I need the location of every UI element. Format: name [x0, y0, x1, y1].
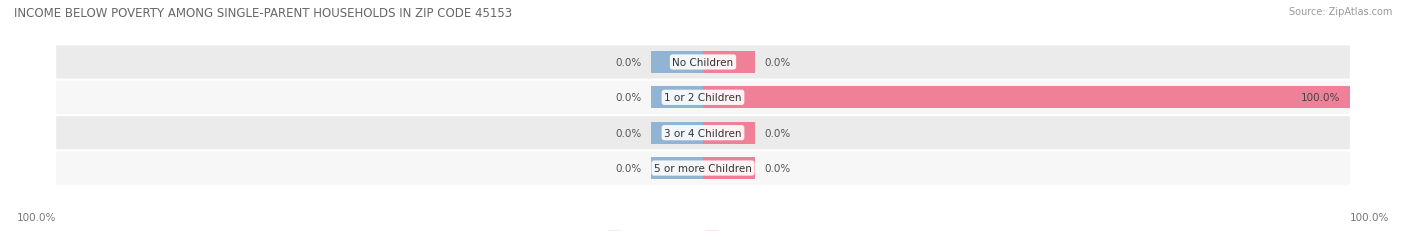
- Bar: [651, 87, 703, 109]
- Bar: [651, 157, 703, 179]
- FancyBboxPatch shape: [56, 81, 1350, 114]
- Text: 5 or more Children: 5 or more Children: [654, 163, 752, 173]
- FancyBboxPatch shape: [56, 152, 1350, 185]
- Text: 0.0%: 0.0%: [616, 93, 641, 103]
- Text: 0.0%: 0.0%: [765, 128, 790, 138]
- Bar: [703, 122, 755, 144]
- Text: 0.0%: 0.0%: [765, 58, 790, 68]
- Text: 100.0%: 100.0%: [1301, 93, 1340, 103]
- Bar: [703, 52, 755, 74]
- Bar: [651, 122, 703, 144]
- Text: No Children: No Children: [672, 58, 734, 68]
- Text: 100.0%: 100.0%: [17, 212, 56, 222]
- Text: 0.0%: 0.0%: [616, 128, 641, 138]
- Text: 0.0%: 0.0%: [616, 163, 641, 173]
- Text: 1 or 2 Children: 1 or 2 Children: [664, 93, 742, 103]
- Text: 0.0%: 0.0%: [616, 58, 641, 68]
- FancyBboxPatch shape: [56, 117, 1350, 150]
- Text: INCOME BELOW POVERTY AMONG SINGLE-PARENT HOUSEHOLDS IN ZIP CODE 45153: INCOME BELOW POVERTY AMONG SINGLE-PARENT…: [14, 7, 512, 20]
- Bar: [703, 87, 1350, 109]
- Text: Source: ZipAtlas.com: Source: ZipAtlas.com: [1288, 7, 1392, 17]
- Bar: [651, 52, 703, 74]
- Bar: [703, 157, 755, 179]
- Text: 0.0%: 0.0%: [765, 163, 790, 173]
- Text: 100.0%: 100.0%: [1350, 212, 1389, 222]
- FancyBboxPatch shape: [56, 46, 1350, 79]
- Text: 3 or 4 Children: 3 or 4 Children: [664, 128, 742, 138]
